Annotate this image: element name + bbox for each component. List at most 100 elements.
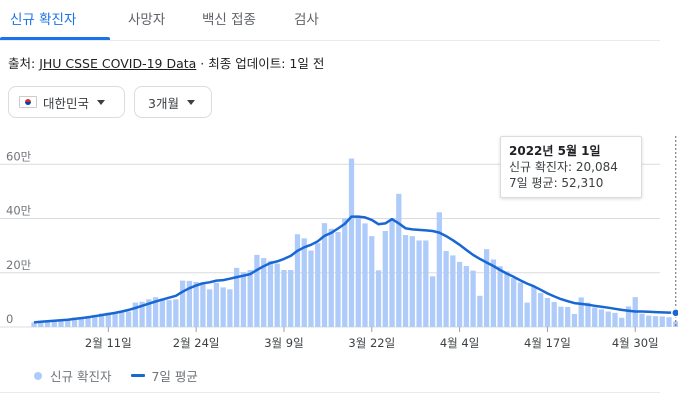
case-bar <box>423 240 429 327</box>
divider <box>0 392 660 393</box>
case-bar <box>592 307 598 327</box>
case-bar <box>342 218 348 327</box>
case-bar <box>625 306 632 327</box>
south-korea-flag-icon <box>19 96 37 108</box>
case-bar <box>186 280 193 327</box>
case-bar <box>639 313 645 327</box>
case-bar <box>294 234 301 327</box>
case-bar <box>119 312 125 327</box>
case-bar <box>646 315 652 327</box>
case-bar <box>483 249 490 327</box>
case-bar <box>598 309 605 327</box>
seven-day-average-line <box>33 215 676 324</box>
case-bar <box>166 300 172 327</box>
case-bar <box>416 240 422 327</box>
case-bar <box>288 270 294 327</box>
case-bar <box>281 270 287 327</box>
case-bar <box>321 223 328 327</box>
case-bar <box>85 316 91 327</box>
cases-chart[interactable]: 0 20만 40만 60만 2월 11일 2월 24일 3월 9일 3월 22일 4월 4일 4… <box>0 130 678 362</box>
case-bar <box>402 235 409 327</box>
case-bar <box>146 299 152 327</box>
x-tick-label: 3월 9일 <box>264 336 303 350</box>
case-bar <box>659 316 665 327</box>
case-bar <box>463 265 469 327</box>
period-dropdown[interactable]: 3개월 <box>134 86 212 118</box>
tab-vaccinations[interactable]: 백신 접종 <box>202 12 256 28</box>
case-bar <box>382 230 388 327</box>
chart-tooltip: 2022년 5월 1일 신규 확진자: 20,084 7일 평균: 52,310 <box>500 136 642 198</box>
case-bar <box>558 306 564 327</box>
tab-new-cases[interactable]: 신규 확진자 <box>10 12 77 28</box>
case-bar <box>470 270 476 327</box>
case-bar <box>193 281 199 327</box>
case-bar <box>173 299 179 327</box>
x-tick-label: 4월 4일 <box>440 336 479 350</box>
case-bar <box>139 301 145 327</box>
tooltip-cases: 신규 확진자: 20,084 <box>509 160 618 174</box>
case-bar <box>207 289 213 327</box>
case-bar <box>254 254 260 327</box>
case-bar <box>551 302 557 327</box>
tab-deaths[interactable]: 사망자 <box>128 12 166 28</box>
case-bar <box>125 311 132 327</box>
case-bar <box>585 302 591 327</box>
y-tick-label: 40만 <box>6 204 32 218</box>
chart-legend: 신규 확진자 7일 평균 <box>34 366 198 385</box>
case-bar <box>179 280 186 327</box>
case-bar <box>443 251 449 327</box>
case-bar <box>652 316 659 327</box>
tab-tests[interactable]: 검사 <box>294 12 319 28</box>
x-tick-label: 4월 30일 <box>612 336 659 350</box>
hover-point <box>671 308 678 318</box>
tab-bar: 신규 확진자 사망자 백신 접종 검사 <box>0 0 660 41</box>
case-bar <box>213 282 220 327</box>
y-tick-label: 0 <box>6 312 13 326</box>
x-tick-label: 2월 11일 <box>85 336 132 350</box>
case-bar <box>571 313 578 327</box>
case-bar <box>132 302 138 327</box>
case-bar <box>511 278 517 327</box>
case-bar <box>389 219 395 327</box>
case-bar <box>517 282 524 327</box>
tooltip-average: 7일 평균: 52,310 <box>509 176 604 190</box>
case-bar <box>409 236 415 327</box>
x-axis-labels: 2월 11일 2월 24일 3월 9일 3월 22일 4월 4일 4월 17일 4월 30일 <box>85 327 659 350</box>
case-bar <box>362 223 368 327</box>
case-bar <box>38 322 44 327</box>
case-bar <box>227 289 233 327</box>
case-bar <box>348 158 355 327</box>
case-bar <box>152 297 159 327</box>
case-bar <box>58 319 64 327</box>
case-bar <box>490 259 497 327</box>
y-tick-label: 20만 <box>6 258 32 272</box>
case-bar <box>78 317 84 327</box>
case-bar <box>369 236 375 327</box>
case-bar <box>477 295 483 327</box>
update-time: · 최종 업데이트: 1일 전 <box>196 56 325 71</box>
case-bar <box>396 193 402 327</box>
tooltip-date: 2022년 5월 1일 <box>509 144 601 158</box>
case-bar <box>274 263 280 327</box>
case-bar <box>220 287 226 327</box>
chevron-down-icon <box>186 99 195 105</box>
case-bar <box>98 313 105 327</box>
case-bar <box>315 243 321 327</box>
case-bar <box>92 314 98 327</box>
case-bar <box>436 212 442 327</box>
average-legend-label: 7일 평균 <box>151 369 198 384</box>
case-bar <box>44 321 51 327</box>
cases-legend-swatch <box>34 371 42 380</box>
case-bar <box>531 286 537 327</box>
y-tick-label: 60만 <box>6 149 32 163</box>
case-bar <box>605 311 611 327</box>
active-tab-indicator <box>0 37 110 40</box>
case-bar <box>565 306 571 327</box>
case-bar <box>240 272 247 327</box>
case-bar <box>51 320 57 327</box>
region-dropdown[interactable]: 대한민국 <box>8 86 125 118</box>
region-label: 대한민국 <box>43 95 90 111</box>
case-bar <box>65 318 71 327</box>
case-bar <box>544 297 551 327</box>
source-link[interactable]: JHU CSSE COVID-19 Data <box>39 56 197 71</box>
